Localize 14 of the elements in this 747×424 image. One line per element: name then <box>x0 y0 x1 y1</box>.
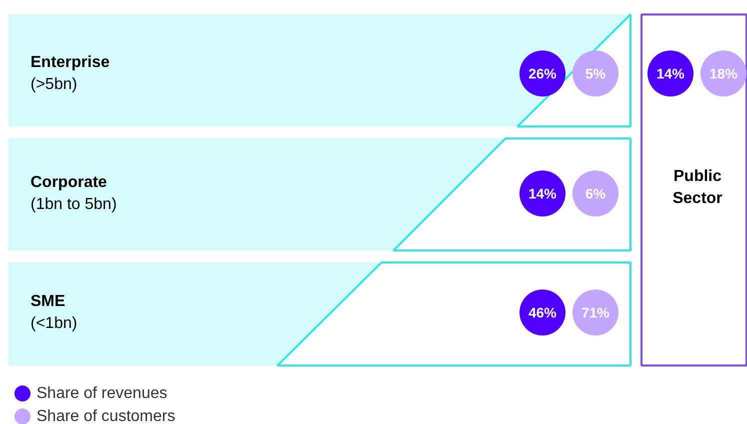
data-label: 14% <box>656 66 686 82</box>
legend-label: Share of revenues <box>36 385 168 402</box>
category-label: Corporate (1bn to 5bn) <box>30 174 117 213</box>
data-label: 46% <box>528 304 558 320</box>
data-label: 6% <box>585 186 606 202</box>
data-label: 26% <box>528 66 558 82</box>
data-label: 71% <box>581 304 610 320</box>
data-label: 18% <box>709 66 738 82</box>
category-label: Public Sector <box>672 168 722 207</box>
data-label: 5% <box>585 66 606 82</box>
category-label: SME (<1bn) <box>30 293 78 332</box>
legend-label: Share of customers <box>36 408 176 424</box>
category-label: Enterprise (>5bn) <box>30 54 110 93</box>
data-label: 14% <box>528 186 558 202</box>
